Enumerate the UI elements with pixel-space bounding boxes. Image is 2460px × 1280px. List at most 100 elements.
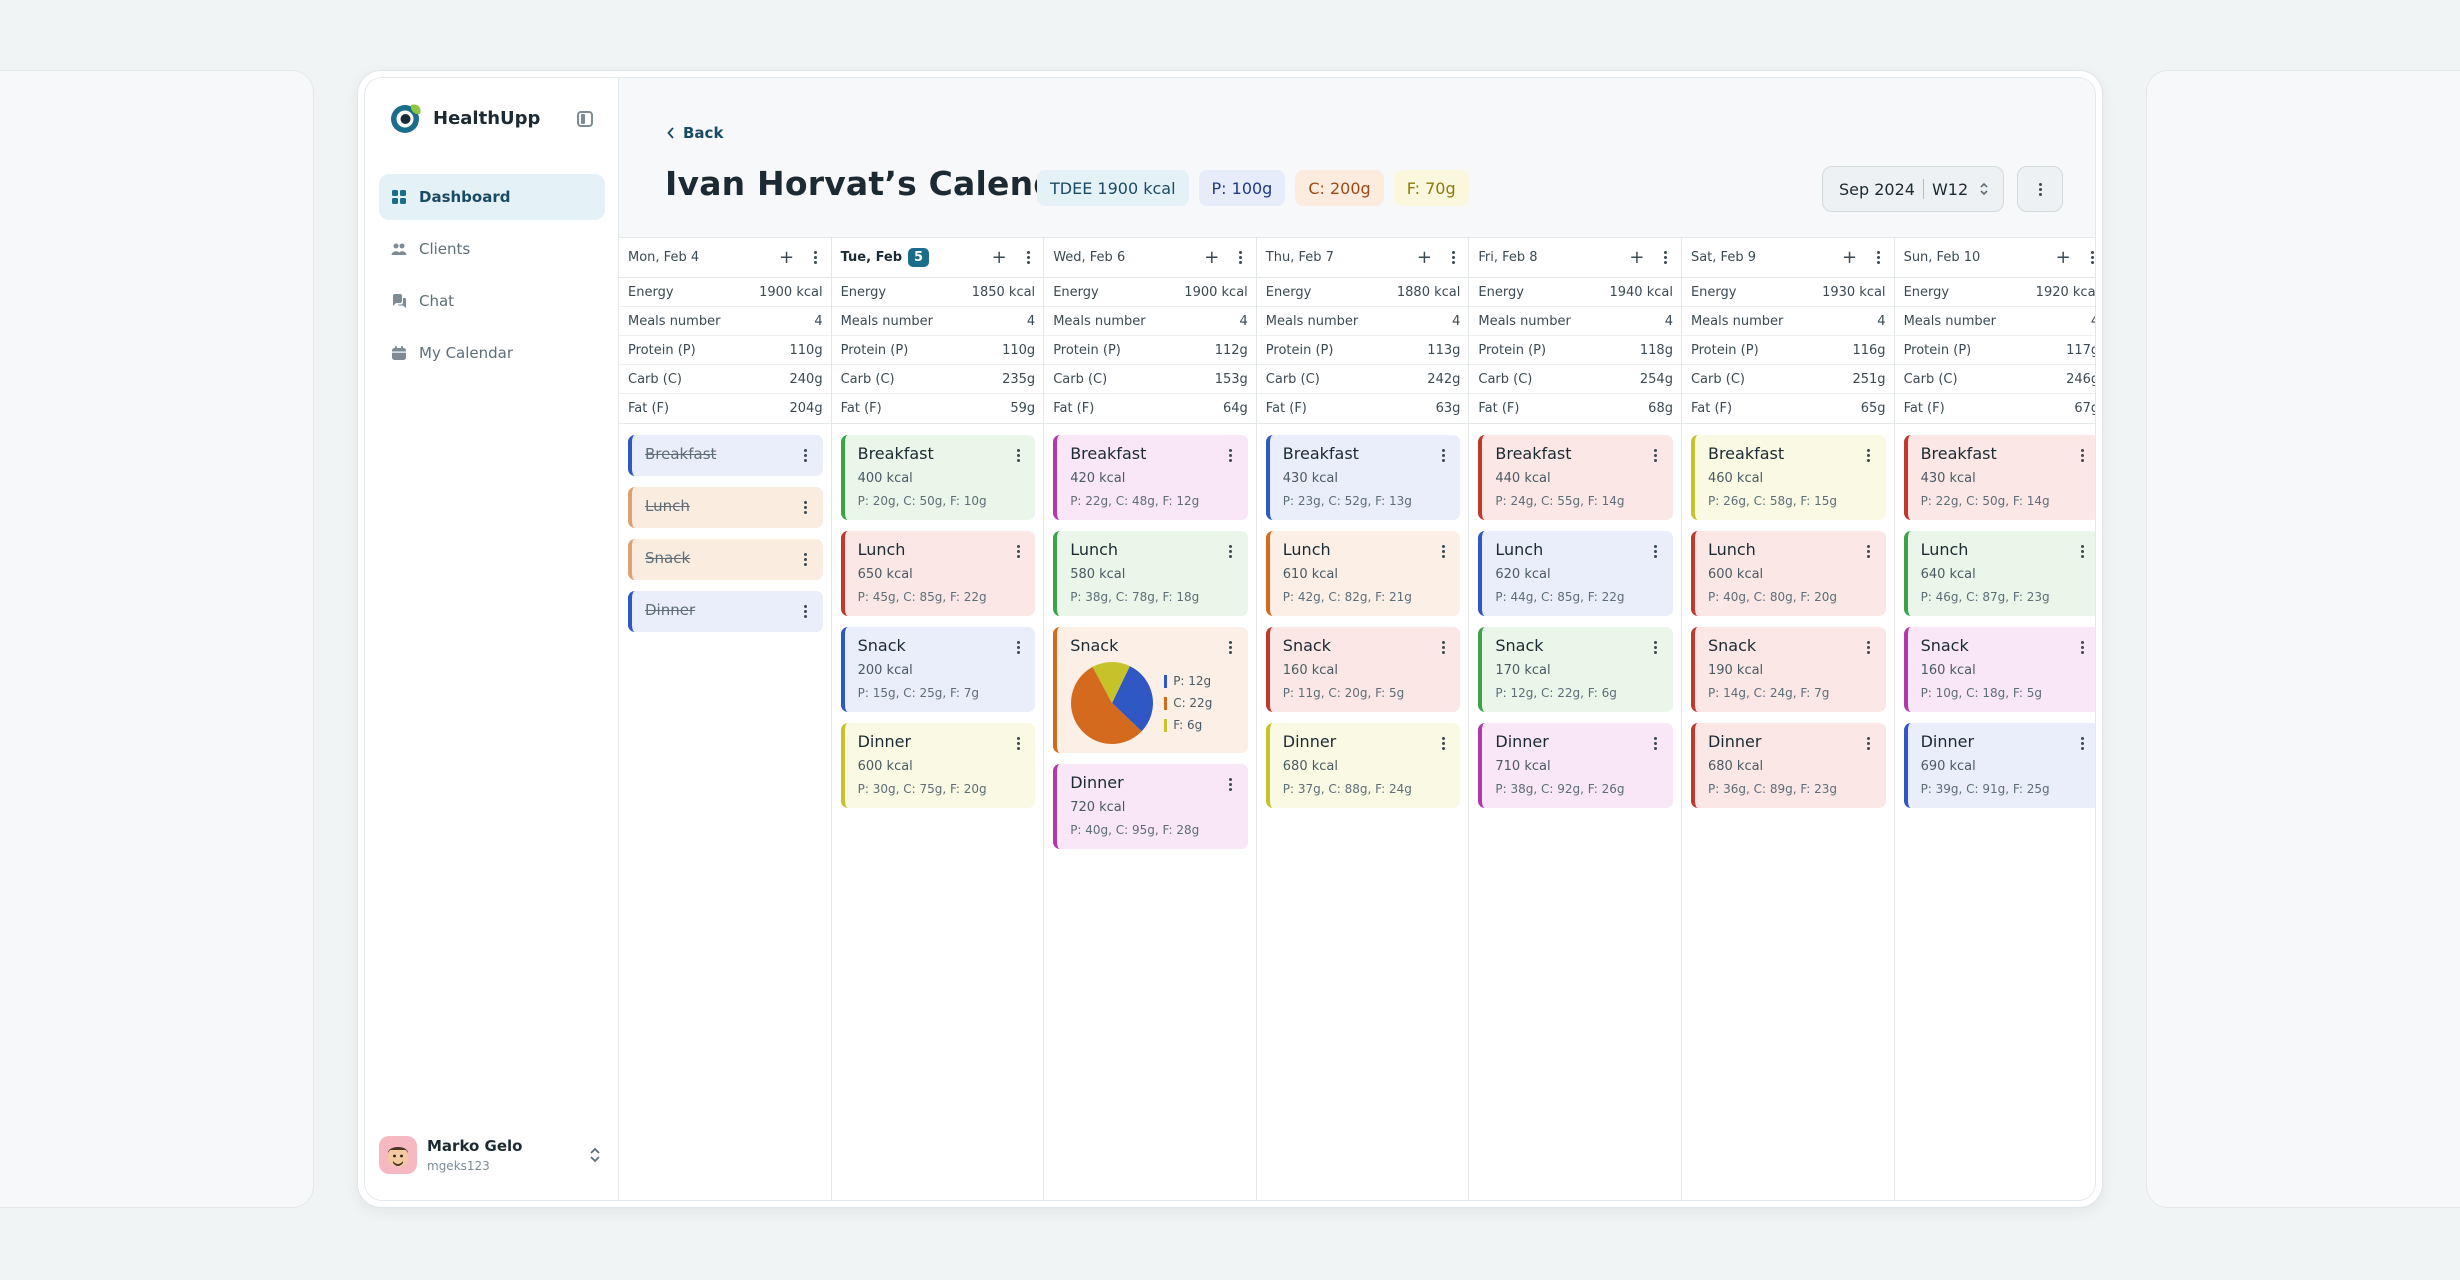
meal-card[interactable]: Breakfast bbox=[628, 435, 823, 476]
meal-card[interactable]: Breakfast 430 kcal P: 22g, C: 50g, F: 14g bbox=[1903, 435, 2095, 520]
meal-more-icon[interactable] bbox=[1862, 737, 1876, 750]
meal-card[interactable]: Dinner 710 kcal P: 38g, C: 92g, F: 26g bbox=[1478, 723, 1673, 808]
meal-card[interactable]: Snack bbox=[628, 539, 823, 580]
nav-item-my-calendar[interactable]: My Calendar bbox=[379, 330, 605, 376]
meal-more-icon[interactable] bbox=[1862, 545, 1876, 558]
stat-value: 113g bbox=[1427, 342, 1461, 358]
plus-icon[interactable]: + bbox=[2055, 247, 2071, 268]
meal-card[interactable]: Snack 160 kcal P: 11g, C: 20g, F: 5g bbox=[1265, 627, 1461, 712]
meal-card[interactable]: Breakfast 400 kcal P: 20g, C: 50g, F: 10g bbox=[840, 435, 1036, 520]
meal-card[interactable]: Breakfast 440 kcal P: 24g, C: 55g, F: 14g bbox=[1478, 435, 1673, 520]
meal-more-icon[interactable] bbox=[1224, 449, 1238, 462]
meal-card[interactable]: Lunch bbox=[628, 487, 823, 528]
meal-card[interactable]: Lunch 600 kcal P: 40g, C: 80g, F: 20g bbox=[1690, 531, 1886, 616]
meal-name: Lunch bbox=[1920, 540, 1969, 559]
meal-more-icon[interactable] bbox=[2075, 641, 2089, 654]
chevron-up-down-icon[interactable] bbox=[589, 1146, 601, 1164]
meal-more-icon[interactable] bbox=[1649, 641, 1663, 654]
meal-name: Breakfast bbox=[857, 444, 934, 463]
meal-more-icon[interactable] bbox=[1011, 641, 1025, 654]
plus-icon[interactable]: + bbox=[1842, 247, 1858, 268]
plus-icon[interactable]: + bbox=[1416, 247, 1432, 268]
meal-more-icon[interactable] bbox=[1436, 449, 1450, 462]
stat-row: Carb (C) 153g bbox=[1044, 365, 1256, 394]
meal-more-icon[interactable] bbox=[1224, 545, 1238, 558]
back-link[interactable]: Back bbox=[667, 124, 723, 142]
meal-more-icon[interactable] bbox=[2075, 737, 2089, 750]
day-more-icon[interactable] bbox=[1659, 251, 1673, 264]
day-more-icon[interactable] bbox=[2085, 251, 2095, 264]
meal-card[interactable]: Lunch 650 kcal P: 45g, C: 85g, F: 22g bbox=[840, 531, 1036, 616]
meal-more-icon[interactable] bbox=[799, 449, 813, 462]
plus-icon[interactable]: + bbox=[779, 247, 795, 268]
meal-more-icon[interactable] bbox=[799, 605, 813, 618]
meal-more-icon[interactable] bbox=[1649, 449, 1663, 462]
page-more-button[interactable] bbox=[2017, 166, 2063, 212]
nav-item-chat[interactable]: Chat bbox=[379, 278, 605, 324]
meal-card[interactable]: Dinner 690 kcal P: 39g, C: 91g, F: 25g bbox=[1903, 723, 2095, 808]
meal-more-icon[interactable] bbox=[1224, 778, 1238, 791]
meal-kcal: 430 kcal bbox=[1282, 471, 1338, 486]
day-more-icon[interactable] bbox=[1446, 251, 1460, 264]
meal-more-icon[interactable] bbox=[2075, 545, 2089, 558]
meal-card[interactable]: Snack 200 kcal P: 15g, C: 25g, F: 7g bbox=[840, 627, 1036, 712]
meal-more-icon[interactable] bbox=[1224, 641, 1238, 654]
meal-more-icon[interactable] bbox=[1011, 545, 1025, 558]
collapse-sidebar-icon[interactable] bbox=[577, 111, 593, 127]
legend-item: P: 12g bbox=[1164, 670, 1212, 692]
day-stats: Energy 1900 kcal Meals number 4 Protein (P) 1… bbox=[1044, 278, 1256, 424]
meal-kcal: 600 kcal bbox=[857, 759, 913, 774]
meal-card[interactable]: Breakfast 460 kcal P: 26g, C: 58g, F: 15g bbox=[1690, 435, 1886, 520]
today-badge: 5 bbox=[908, 248, 930, 267]
day-more-icon[interactable] bbox=[1872, 251, 1886, 264]
plus-icon[interactable]: + bbox=[1204, 247, 1220, 268]
meal-card[interactable]: Snack 160 kcal P: 10g, C: 18g, F: 5g bbox=[1903, 627, 2095, 712]
meal-card[interactable]: Snack 170 kcal P: 12g, C: 22g, F: 6g bbox=[1478, 627, 1673, 712]
meal-more-icon[interactable] bbox=[1649, 737, 1663, 750]
stat-row: Meals number 4 bbox=[831, 307, 1044, 336]
day-more-icon[interactable] bbox=[1234, 251, 1248, 264]
stat-row: Fat (F) 65g bbox=[1682, 394, 1894, 423]
meal-card[interactable]: Dinner 680 kcal P: 37g, C: 88g, F: 24g bbox=[1265, 723, 1461, 808]
meal-more-icon[interactable] bbox=[799, 501, 813, 514]
meal-card[interactable]: Breakfast 420 kcal P: 22g, C: 48g, F: 12g bbox=[1053, 435, 1248, 520]
day-more-icon[interactable] bbox=[809, 251, 823, 264]
user-switcher[interactable]: Marko Gelo mgeks123 bbox=[379, 1128, 605, 1182]
meal-more-icon[interactable] bbox=[1436, 737, 1450, 750]
meal-card[interactable]: Lunch 580 kcal P: 38g, C: 78g, F: 18g bbox=[1053, 531, 1248, 616]
meal-more-icon[interactable] bbox=[1436, 545, 1450, 558]
meal-card[interactable]: Dinner 720 kcal P: 40g, C: 95g, F: 28g bbox=[1053, 764, 1248, 849]
meal-more-icon[interactable] bbox=[799, 553, 813, 566]
meal-card[interactable]: Lunch 640 kcal P: 46g, C: 87g, F: 23g bbox=[1903, 531, 2095, 616]
meal-macros: P: 40g, C: 80g, F: 20g bbox=[1707, 590, 1838, 604]
meal-card[interactable]: Dinner bbox=[628, 591, 823, 632]
meal-card[interactable]: Lunch 620 kcal P: 44g, C: 85g, F: 22g bbox=[1478, 531, 1673, 616]
meal-card[interactable]: Snack P: 12g C: 22g F: 6g bbox=[1053, 627, 1248, 753]
meal-card[interactable]: Snack 190 kcal P: 14g, C: 24g, F: 7g bbox=[1690, 627, 1886, 712]
meal-card[interactable]: Dinner 600 kcal P: 30g, C: 75g, F: 20g bbox=[840, 723, 1036, 808]
nav-item-clients[interactable]: Clients bbox=[379, 226, 605, 272]
meal-more-icon[interactable] bbox=[2075, 449, 2089, 462]
day-label: Thu, Feb 7 bbox=[1266, 250, 1415, 265]
week-select[interactable]: Sep 2024 W12 bbox=[1822, 166, 2004, 212]
meal-more-icon[interactable] bbox=[1011, 449, 1025, 462]
nav-item-dashboard[interactable]: Dashboard bbox=[379, 174, 605, 220]
stat-value: 65g bbox=[1860, 401, 1886, 416]
meal-more-icon[interactable] bbox=[1862, 449, 1876, 462]
meal-card[interactable]: Dinner 680 kcal P: 36g, C: 89g, F: 23g bbox=[1690, 723, 1886, 808]
meal-more-icon[interactable] bbox=[1436, 641, 1450, 654]
meal-more-icon[interactable] bbox=[1862, 641, 1876, 654]
brand[interactable]: HealthUpp bbox=[389, 100, 540, 136]
stat-value: 63g bbox=[1435, 401, 1461, 416]
day-header: Sun, Feb 10 + bbox=[1894, 238, 2095, 278]
stat-value: 4 bbox=[1877, 313, 1886, 329]
meal-card[interactable]: Lunch 610 kcal P: 42g, C: 82g, F: 21g bbox=[1265, 531, 1461, 616]
meal-more-icon[interactable] bbox=[1011, 737, 1025, 750]
legend-label: C: 22g bbox=[1173, 696, 1213, 710]
meal-name: Breakfast bbox=[1070, 444, 1147, 463]
meal-card[interactable]: Breakfast 430 kcal P: 23g, C: 52g, F: 13g bbox=[1265, 435, 1461, 520]
plus-icon[interactable]: + bbox=[1629, 247, 1645, 268]
plus-icon[interactable]: + bbox=[991, 247, 1007, 268]
meal-more-icon[interactable] bbox=[1649, 545, 1663, 558]
day-more-icon[interactable] bbox=[1021, 251, 1035, 264]
